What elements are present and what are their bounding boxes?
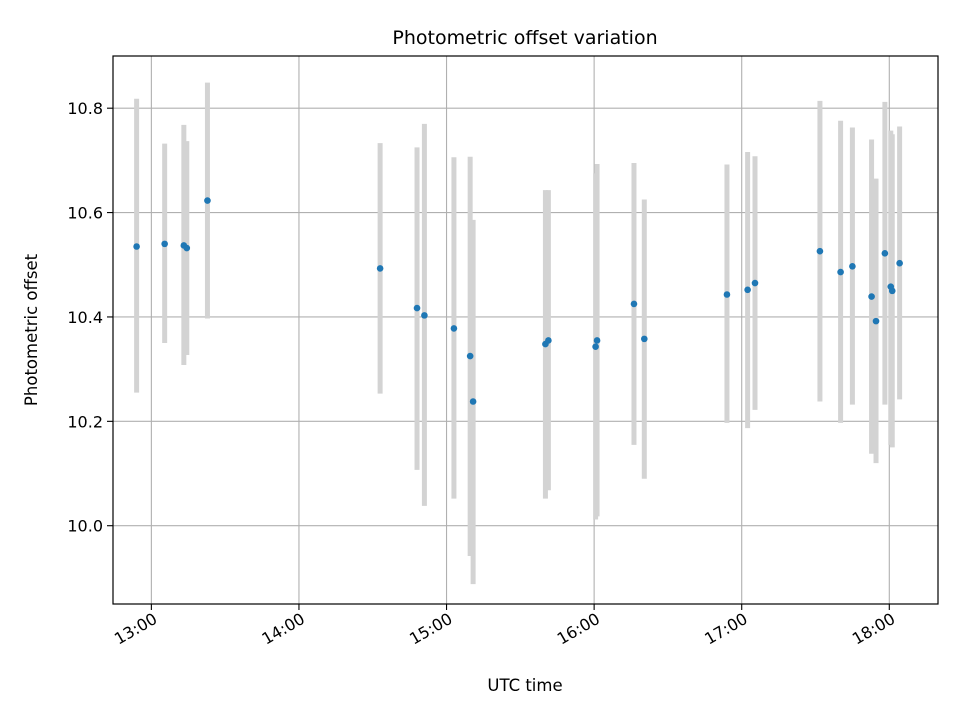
data-point — [161, 240, 168, 248]
data-point — [545, 337, 552, 344]
data-point — [872, 317, 880, 325]
data-point — [204, 197, 211, 204]
data-point — [592, 343, 599, 351]
data-point — [593, 337, 601, 344]
data-point — [723, 291, 731, 298]
data-point — [751, 279, 759, 287]
y-tick-label: 10.0 — [67, 517, 103, 536]
data-point — [183, 244, 191, 252]
y-tick-label: 10.8 — [67, 99, 103, 118]
x-axis-label: UTC time — [487, 676, 562, 695]
data-point — [849, 263, 856, 270]
data-point — [837, 268, 844, 276]
grid — [113, 56, 938, 604]
data-point — [816, 247, 824, 255]
plot-frame — [112, 55, 939, 605]
data-point — [421, 312, 428, 319]
data-point — [630, 300, 638, 308]
data-point — [450, 325, 458, 332]
y-axis-label: Photometric offset — [22, 253, 41, 406]
data-points — [133, 197, 903, 405]
data-point — [376, 265, 384, 272]
data-point — [641, 335, 648, 343]
data-point — [133, 243, 140, 250]
chart-title: Photometric offset variation — [392, 27, 657, 49]
y-tick-label: 10.6 — [67, 204, 103, 223]
data-point — [868, 293, 875, 300]
data-point — [744, 286, 751, 294]
data-point — [896, 259, 903, 267]
data-point — [881, 249, 889, 257]
y-tick-label: 10.4 — [67, 308, 103, 327]
data-point — [469, 398, 477, 405]
data-point — [466, 352, 474, 360]
y-axis-ticks: 10.0 10.2 10.4 10.6 10.8 — [67, 99, 113, 536]
data-point — [888, 287, 896, 295]
data-point — [413, 304, 421, 312]
y-tick-label: 10.2 — [67, 412, 103, 431]
